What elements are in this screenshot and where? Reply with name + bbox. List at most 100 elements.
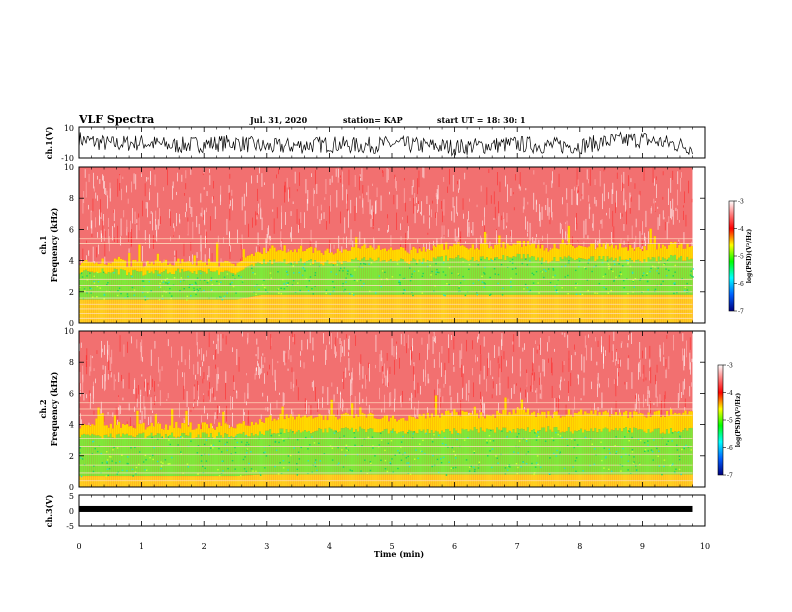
spectrogram-speckle	[511, 258, 514, 261]
spectrogram-speckle	[93, 410, 95, 415]
spectrogram-speckle	[638, 194, 640, 211]
spectrogram-green-band	[622, 428, 626, 475]
spectrogram-low-band	[234, 476, 237, 487]
figure-title: VLF Spectra	[78, 113, 154, 126]
spectrogram-yellow-band	[522, 409, 526, 430]
spectrogram-speckle	[570, 372, 572, 387]
spectrogram-speckle	[656, 184, 657, 198]
spectrogram-low-band	[121, 299, 125, 323]
spectrogram-speckle	[647, 395, 649, 406]
spectrogram-green-band	[537, 257, 540, 295]
spectrogram-speckle	[613, 331, 615, 341]
spectrogram-speckle	[111, 349, 113, 364]
spectrogram-speckle	[577, 179, 579, 191]
spectrogram-speckle	[276, 207, 278, 219]
spectrogram-speckle	[299, 289, 301, 292]
spectrogram-speckle	[261, 356, 263, 374]
spectrogram-green-band	[187, 435, 190, 477]
spectrogram-speckle	[232, 274, 234, 276]
spectrogram-green-band	[434, 430, 438, 475]
spectrogram-speckle	[135, 174, 137, 190]
spectrogram-speckle	[138, 463, 140, 466]
spectrogram-speckle	[269, 272, 272, 274]
spectrogram-low-band	[107, 299, 110, 323]
spectrogram-green-band	[612, 260, 616, 295]
spectrogram-speckle	[660, 283, 662, 285]
spectrogram-yellow-band	[261, 421, 264, 434]
spectrogram-speckle	[557, 279, 559, 281]
spectrogram-speckle	[419, 353, 420, 361]
spectrogram-yellow-band	[97, 407, 100, 436]
spectrogram-speckle	[148, 416, 149, 425]
spectrogram-speckle	[645, 377, 647, 381]
spectrogram-speckle	[210, 444, 212, 446]
spectrogram-yellow-band	[506, 414, 509, 433]
spectrogram-green-band	[299, 432, 303, 475]
spectrogram-yellow-band	[148, 263, 151, 274]
spectrogram-green-band	[252, 266, 256, 297]
spectrogram-speckle	[581, 194, 583, 197]
spectrogram-green-band	[641, 429, 644, 475]
spectrogram-yellow-band	[434, 246, 438, 259]
spectrogram-yellow-band	[101, 258, 104, 269]
spectrogram-speckle	[375, 364, 376, 369]
spectrogram-speckle	[561, 287, 563, 289]
spectrogram-speckle	[349, 372, 350, 376]
spectrogram-yellow-band	[567, 409, 571, 428]
spectrogram-green-band	[285, 429, 288, 475]
spectrogram-low-band	[99, 476, 102, 487]
spectrogram-yellow-band	[173, 265, 176, 275]
spectrogram-green-band	[602, 428, 605, 475]
spectrogram-speckle	[280, 293, 283, 295]
spectrogram-green-band	[569, 257, 573, 295]
spectrogram-green-band	[385, 428, 389, 475]
spectrogram-speckle	[131, 229, 132, 246]
spectrogram-yellow-band	[252, 255, 256, 267]
spectrogram-yellow-band	[645, 417, 648, 433]
spectrogram-speckle	[115, 407, 117, 422]
spectrogram-speckle	[387, 370, 388, 388]
spectrogram-green-band	[338, 431, 342, 475]
spectrogram-yellow-band	[285, 414, 288, 430]
spectrogram-green-band	[684, 260, 687, 295]
spectrogram-green-band	[498, 429, 501, 475]
spectrogram-yellow-band	[197, 260, 200, 271]
spectrogram-speckle	[220, 281, 222, 283]
spectrogram-green-band	[487, 429, 491, 475]
spectrogram-speckle	[159, 286, 162, 288]
spectrogram-speckle	[493, 268, 496, 270]
spectrogram-yellow-band	[530, 243, 534, 257]
spectrogram-low-band	[203, 476, 207, 487]
spectrogram-low-band	[213, 299, 217, 323]
spectrogram-speckle	[225, 335, 227, 345]
spectrogram-yellow-band	[369, 412, 372, 429]
spectrogram-speckle	[373, 238, 375, 255]
spectrogram-speckle	[101, 340, 102, 358]
spectrogram-speckle	[308, 405, 310, 414]
spectrogram-yellow-band	[154, 260, 157, 271]
spectrogram-green-band	[436, 256, 440, 295]
spectrogram-green-band	[97, 273, 100, 300]
spectrogram-low-band	[144, 299, 147, 323]
spectrogram-speckle	[427, 232, 429, 235]
spectrogram-speckle	[308, 280, 311, 282]
spectrogram-speckle	[634, 183, 636, 189]
spectrogram-speckle	[487, 358, 488, 376]
spectrogram-green-band	[686, 256, 689, 295]
spectrogram-speckle	[639, 231, 641, 248]
spectrogram-speckle	[664, 395, 666, 409]
spectrogram-speckle	[254, 373, 256, 380]
spectrogram-green-band	[461, 428, 464, 475]
spectrogram-speckle	[170, 297, 172, 300]
spectrogram-yellow-band	[361, 246, 364, 259]
spectrogram-speckle	[648, 390, 650, 398]
spectrogram-yellow-band	[183, 423, 186, 434]
spectrogram-speckle	[563, 361, 565, 365]
spectrogram-speckle	[539, 212, 541, 227]
spectrogram-yellow-band	[146, 427, 149, 437]
spectrogram-speckle	[498, 402, 499, 419]
spectrogram-speckle	[597, 383, 598, 398]
spectrogram-green-band	[322, 265, 325, 295]
spectrogram-speckle	[540, 262, 543, 265]
spectrogram-speckle	[159, 282, 161, 285]
